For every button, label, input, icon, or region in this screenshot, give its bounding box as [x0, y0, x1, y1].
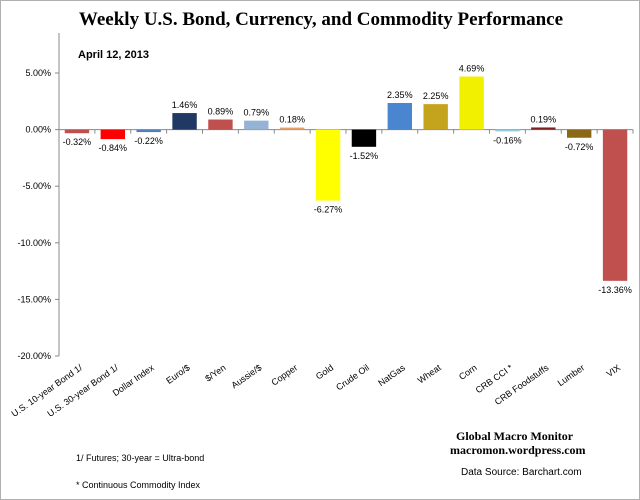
- y-tick-label: 0.00%: [25, 125, 51, 135]
- brand-site: macromon.wordpress.com: [450, 443, 586, 457]
- chart-title: Weekly U.S. Bond, Currency, and Commodit…: [78, 9, 564, 30]
- brand-name: Global Macro Monitor: [456, 429, 574, 443]
- chart-subtitle: April 12, 2013: [78, 49, 149, 61]
- data-label: 0.18%: [279, 115, 305, 125]
- y-tick-label: -20.00%: [17, 351, 51, 361]
- bar: [566, 129, 592, 138]
- x-tick-label: Gold: [314, 362, 335, 381]
- data-source: Data Source: Barchart.com: [461, 467, 582, 478]
- bar: [172, 113, 197, 130]
- bar: [100, 129, 126, 140]
- data-label: -0.84%: [99, 143, 128, 153]
- footnote-cci: * Continuous Commodity Index: [76, 480, 201, 490]
- bar: [387, 102, 413, 130]
- x-tick-label: Aussie/$: [229, 362, 263, 390]
- y-tick-label: -15.00%: [17, 294, 51, 304]
- bar: [244, 120, 269, 130]
- y-tick-label: -5.00%: [22, 181, 51, 191]
- data-label: 1.46%: [172, 100, 198, 110]
- data-label: -0.32%: [63, 137, 92, 147]
- data-label: 0.19%: [531, 114, 557, 124]
- data-label: 0.89%: [208, 107, 234, 117]
- data-label: -1.52%: [350, 151, 379, 161]
- x-tick-label: Copper: [269, 362, 299, 387]
- x-tick-label: Euro/$: [164, 362, 191, 385]
- data-label: -0.22%: [134, 136, 163, 146]
- data-label: 2.35%: [387, 90, 413, 100]
- data-label: -0.72%: [565, 142, 594, 152]
- bar: [136, 129, 161, 133]
- data-label: -13.36%: [598, 285, 632, 295]
- data-label: 0.79%: [244, 108, 270, 118]
- y-tick-label: -10.00%: [17, 238, 51, 248]
- bar: [208, 119, 233, 130]
- x-tick-label: Crude Oil: [334, 362, 371, 392]
- bar: [423, 104, 448, 130]
- x-tick-label: Wheat: [416, 362, 443, 385]
- bar: [315, 129, 341, 201]
- x-tick-label: Lumber: [556, 362, 587, 388]
- x-tick-label: $/Yen: [203, 362, 227, 383]
- data-label: -0.16%: [493, 135, 522, 145]
- x-tick-label: NatGas: [376, 362, 407, 388]
- x-tick-label: Corn: [457, 362, 479, 381]
- y-tick-label: 5.00%: [25, 68, 51, 78]
- bar: [602, 129, 628, 281]
- bar: [64, 129, 90, 134]
- data-label: 2.25%: [423, 91, 449, 101]
- data-label: -6.27%: [314, 205, 343, 215]
- bar: [459, 76, 484, 130]
- bar: [279, 127, 305, 130]
- bar: [351, 129, 377, 147]
- x-tick-label: VIX: [605, 362, 623, 379]
- bar: [531, 127, 556, 130]
- footnote-futures: 1/ Futures; 30-year = Ultra-bond: [76, 453, 205, 463]
- data-label: 4.69%: [459, 64, 485, 74]
- bar: [495, 129, 520, 132]
